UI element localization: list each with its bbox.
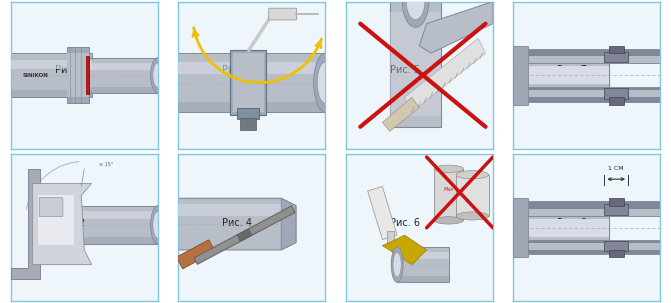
FancyBboxPatch shape — [48, 211, 158, 219]
Text: Рис. 5: Рис. 5 — [390, 65, 420, 75]
FancyBboxPatch shape — [229, 50, 266, 115]
FancyBboxPatch shape — [513, 219, 609, 237]
Ellipse shape — [150, 206, 165, 244]
FancyBboxPatch shape — [513, 201, 660, 216]
FancyBboxPatch shape — [386, 231, 394, 245]
FancyBboxPatch shape — [390, 2, 442, 127]
Polygon shape — [368, 187, 397, 240]
FancyBboxPatch shape — [456, 175, 488, 216]
Ellipse shape — [313, 53, 338, 112]
FancyBboxPatch shape — [85, 87, 158, 93]
Ellipse shape — [153, 63, 163, 88]
FancyBboxPatch shape — [609, 97, 623, 105]
FancyBboxPatch shape — [513, 61, 609, 90]
Ellipse shape — [434, 217, 464, 224]
FancyBboxPatch shape — [37, 194, 74, 245]
FancyBboxPatch shape — [605, 88, 628, 99]
Polygon shape — [382, 235, 427, 265]
FancyBboxPatch shape — [86, 56, 89, 94]
Text: Max: Max — [444, 187, 454, 192]
FancyBboxPatch shape — [233, 53, 264, 112]
Polygon shape — [405, 38, 486, 112]
Text: Рис. 7: Рис. 7 — [557, 65, 587, 75]
FancyBboxPatch shape — [268, 8, 297, 20]
FancyBboxPatch shape — [513, 209, 660, 216]
FancyBboxPatch shape — [513, 46, 528, 105]
FancyBboxPatch shape — [513, 56, 660, 63]
FancyBboxPatch shape — [513, 242, 660, 250]
FancyBboxPatch shape — [605, 204, 628, 215]
FancyBboxPatch shape — [609, 250, 623, 257]
Text: SINIKON: SINIKON — [22, 73, 48, 78]
FancyBboxPatch shape — [513, 87, 660, 102]
FancyBboxPatch shape — [178, 102, 325, 112]
FancyBboxPatch shape — [605, 52, 628, 62]
FancyBboxPatch shape — [178, 62, 325, 74]
FancyBboxPatch shape — [11, 60, 92, 68]
FancyBboxPatch shape — [66, 47, 89, 103]
Polygon shape — [419, 2, 493, 53]
Text: Рис. 4: Рис. 4 — [222, 218, 252, 228]
FancyBboxPatch shape — [513, 213, 609, 242]
Polygon shape — [11, 169, 40, 279]
FancyBboxPatch shape — [609, 198, 623, 206]
Polygon shape — [194, 206, 295, 264]
Ellipse shape — [456, 171, 488, 179]
FancyBboxPatch shape — [513, 49, 660, 63]
Ellipse shape — [150, 58, 165, 93]
FancyBboxPatch shape — [605, 241, 628, 251]
Ellipse shape — [456, 212, 488, 220]
Ellipse shape — [434, 165, 464, 172]
FancyBboxPatch shape — [513, 240, 660, 254]
FancyBboxPatch shape — [240, 118, 256, 130]
FancyBboxPatch shape — [11, 53, 92, 97]
FancyBboxPatch shape — [397, 276, 449, 282]
FancyBboxPatch shape — [513, 66, 609, 84]
Ellipse shape — [317, 62, 333, 103]
Ellipse shape — [153, 211, 163, 238]
FancyBboxPatch shape — [85, 63, 158, 70]
FancyBboxPatch shape — [11, 90, 92, 97]
FancyBboxPatch shape — [609, 46, 623, 53]
Text: Рис. 2: Рис. 2 — [55, 218, 85, 228]
FancyBboxPatch shape — [513, 198, 528, 257]
FancyBboxPatch shape — [85, 58, 158, 93]
Ellipse shape — [391, 247, 403, 282]
Polygon shape — [176, 240, 215, 269]
FancyBboxPatch shape — [178, 204, 281, 216]
FancyBboxPatch shape — [397, 247, 449, 282]
Polygon shape — [33, 184, 92, 265]
Polygon shape — [178, 198, 296, 250]
Ellipse shape — [406, 0, 425, 20]
Polygon shape — [281, 198, 296, 250]
FancyBboxPatch shape — [178, 53, 325, 112]
FancyBboxPatch shape — [434, 169, 464, 220]
Text: ≈ 15°: ≈ 15° — [99, 162, 113, 167]
FancyBboxPatch shape — [390, 12, 442, 116]
Ellipse shape — [393, 252, 401, 277]
Text: Рис. 1: Рис. 1 — [55, 65, 85, 75]
Text: Рис. 3: Рис. 3 — [222, 65, 252, 75]
Polygon shape — [382, 97, 419, 131]
FancyBboxPatch shape — [66, 53, 89, 97]
FancyBboxPatch shape — [48, 206, 158, 244]
Ellipse shape — [403, 0, 429, 27]
Text: 1 СМ: 1 СМ — [609, 166, 624, 171]
Text: Рис. 6: Рис. 6 — [390, 218, 420, 228]
FancyBboxPatch shape — [397, 252, 449, 259]
FancyBboxPatch shape — [513, 90, 660, 97]
Text: Рис. 8: Рис. 8 — [557, 218, 587, 228]
FancyBboxPatch shape — [48, 237, 158, 244]
FancyBboxPatch shape — [237, 108, 259, 119]
FancyBboxPatch shape — [40, 198, 63, 217]
